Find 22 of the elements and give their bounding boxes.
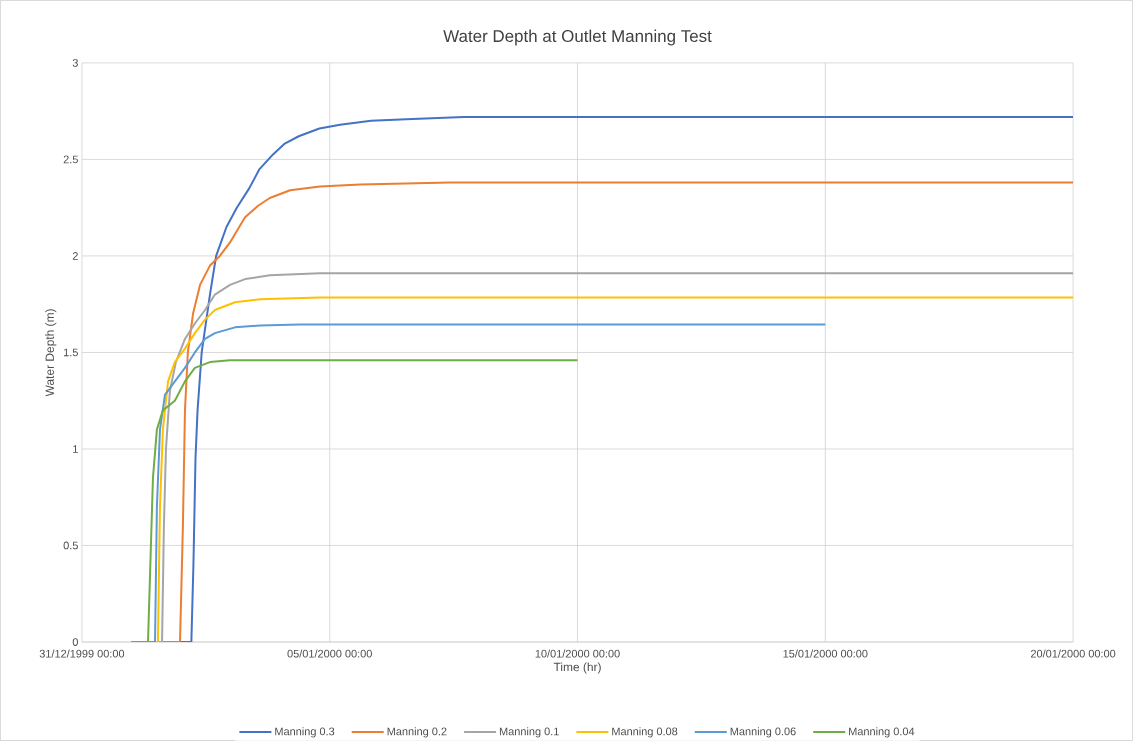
legend-label: Manning 0.08 — [612, 727, 678, 738]
x-tick-label: 31/12/1999 00:00 — [39, 649, 125, 658]
x-tick-label: 20/01/2000 00:00 — [1030, 649, 1116, 658]
chart-title: Water Depth at Outlet Manning Test — [443, 29, 712, 46]
x-tick-label: 10/01/2000 00:00 — [535, 649, 620, 658]
x-tick-label: 05/01/2000 00:00 — [287, 649, 372, 658]
y-tick-label: 2 — [72, 252, 78, 260]
legend-label: Manning 0.2 — [387, 727, 447, 738]
legend-label: Manning 0.3 — [275, 727, 335, 738]
y-tick-label: 1.5 — [63, 348, 78, 357]
line-series — [130, 359, 579, 643]
legend-label: Manning 0.04 — [849, 727, 915, 738]
x-tick-label: 15/01/2000 00:00 — [783, 649, 868, 658]
x-axis-title: Time (hr) — [553, 662, 601, 674]
y-axis-title: Water Depth (m) — [45, 309, 57, 397]
y-tick-label: 0.5 — [63, 541, 78, 550]
legend-label: Manning 0.1 — [499, 727, 559, 738]
y-tick-label: 1 — [73, 445, 78, 453]
y-tick-label: 2.5 — [63, 155, 78, 164]
y-tick-label: 0 — [72, 638, 78, 646]
y-tick-label: 3 — [72, 59, 78, 67]
legend-label: Manning 0.06 — [730, 727, 796, 738]
